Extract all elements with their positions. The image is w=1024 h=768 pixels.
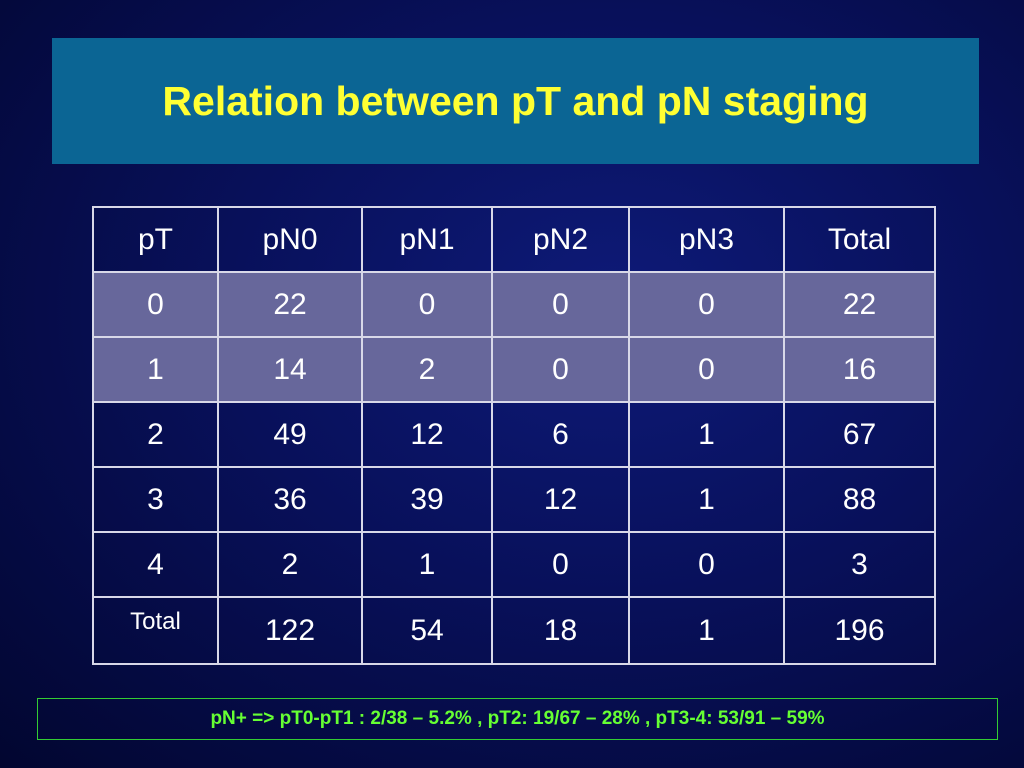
table-cell: 54 [361, 596, 493, 665]
header-cell: pN3 [628, 206, 785, 273]
table-cell: 1 [628, 596, 785, 665]
table-cell: 3 [92, 466, 219, 533]
table-cell: 2 [217, 531, 363, 598]
header-cell: Total [783, 206, 936, 273]
table-cell: Total [92, 596, 219, 665]
table-cell: 18 [491, 596, 630, 665]
table-cell: 0 [491, 336, 630, 403]
table-cell: 22 [217, 271, 363, 338]
table-cell: 3 [783, 531, 936, 598]
table-cell: 0 [361, 271, 493, 338]
title: Relation between pT and pN staging [162, 77, 869, 124]
table-cell: 0 [491, 531, 630, 598]
table-cell: 36 [217, 466, 363, 533]
table-cell: 16 [783, 336, 936, 403]
header-cell: pN1 [361, 206, 493, 273]
table-row: 1 14 2 0 0 16 [92, 336, 936, 403]
table-cell: 1 [92, 336, 219, 403]
table-cell: 1 [628, 401, 785, 468]
table-cell: 22 [783, 271, 936, 338]
table-cell: 0 [628, 336, 785, 403]
table-cell: 0 [628, 531, 785, 598]
table-cell: 1 [361, 531, 493, 598]
table-cell: 14 [217, 336, 363, 403]
table-cell: 122 [217, 596, 363, 665]
table-cell: 0 [491, 271, 630, 338]
table-cell: 12 [491, 466, 630, 533]
table-cell: 0 [92, 271, 219, 338]
table-cell: 88 [783, 466, 936, 533]
table-row: 3 36 39 12 1 88 [92, 466, 936, 533]
table-cell: 2 [92, 401, 219, 468]
header-cell: pN2 [491, 206, 630, 273]
table-cell: 67 [783, 401, 936, 468]
table-cell: 49 [217, 401, 363, 468]
table-cell: 0 [628, 271, 785, 338]
table-row: pT pN0 pN1 pN2 pN3 Total [92, 206, 936, 273]
table-cell: 196 [783, 596, 936, 665]
table-cell: 12 [361, 401, 493, 468]
table-cell: 4 [92, 531, 219, 598]
data-table: pT pN0 pN1 pN2 pN3 Total 0 22 0 0 0 22 1 14 2 0 0 16 2 49 12… [92, 206, 936, 665]
table-row: Total 122 54 18 1 196 [92, 596, 936, 665]
table-cell: 6 [491, 401, 630, 468]
table-cell: 1 [628, 466, 785, 533]
title-box: Relation between pT and pN staging [52, 38, 979, 164]
table-row: 0 22 0 0 0 22 [92, 271, 936, 338]
table-row: 2 49 12 6 1 67 [92, 401, 936, 468]
table-cell: 2 [361, 336, 493, 403]
header-cell: pT [92, 206, 219, 273]
table-cell: 39 [361, 466, 493, 533]
footer-note: pN+ => pT0-pT1 : 2/38 – 5.2% , pT2: 19/6… [37, 698, 998, 740]
header-cell: pN0 [217, 206, 363, 273]
